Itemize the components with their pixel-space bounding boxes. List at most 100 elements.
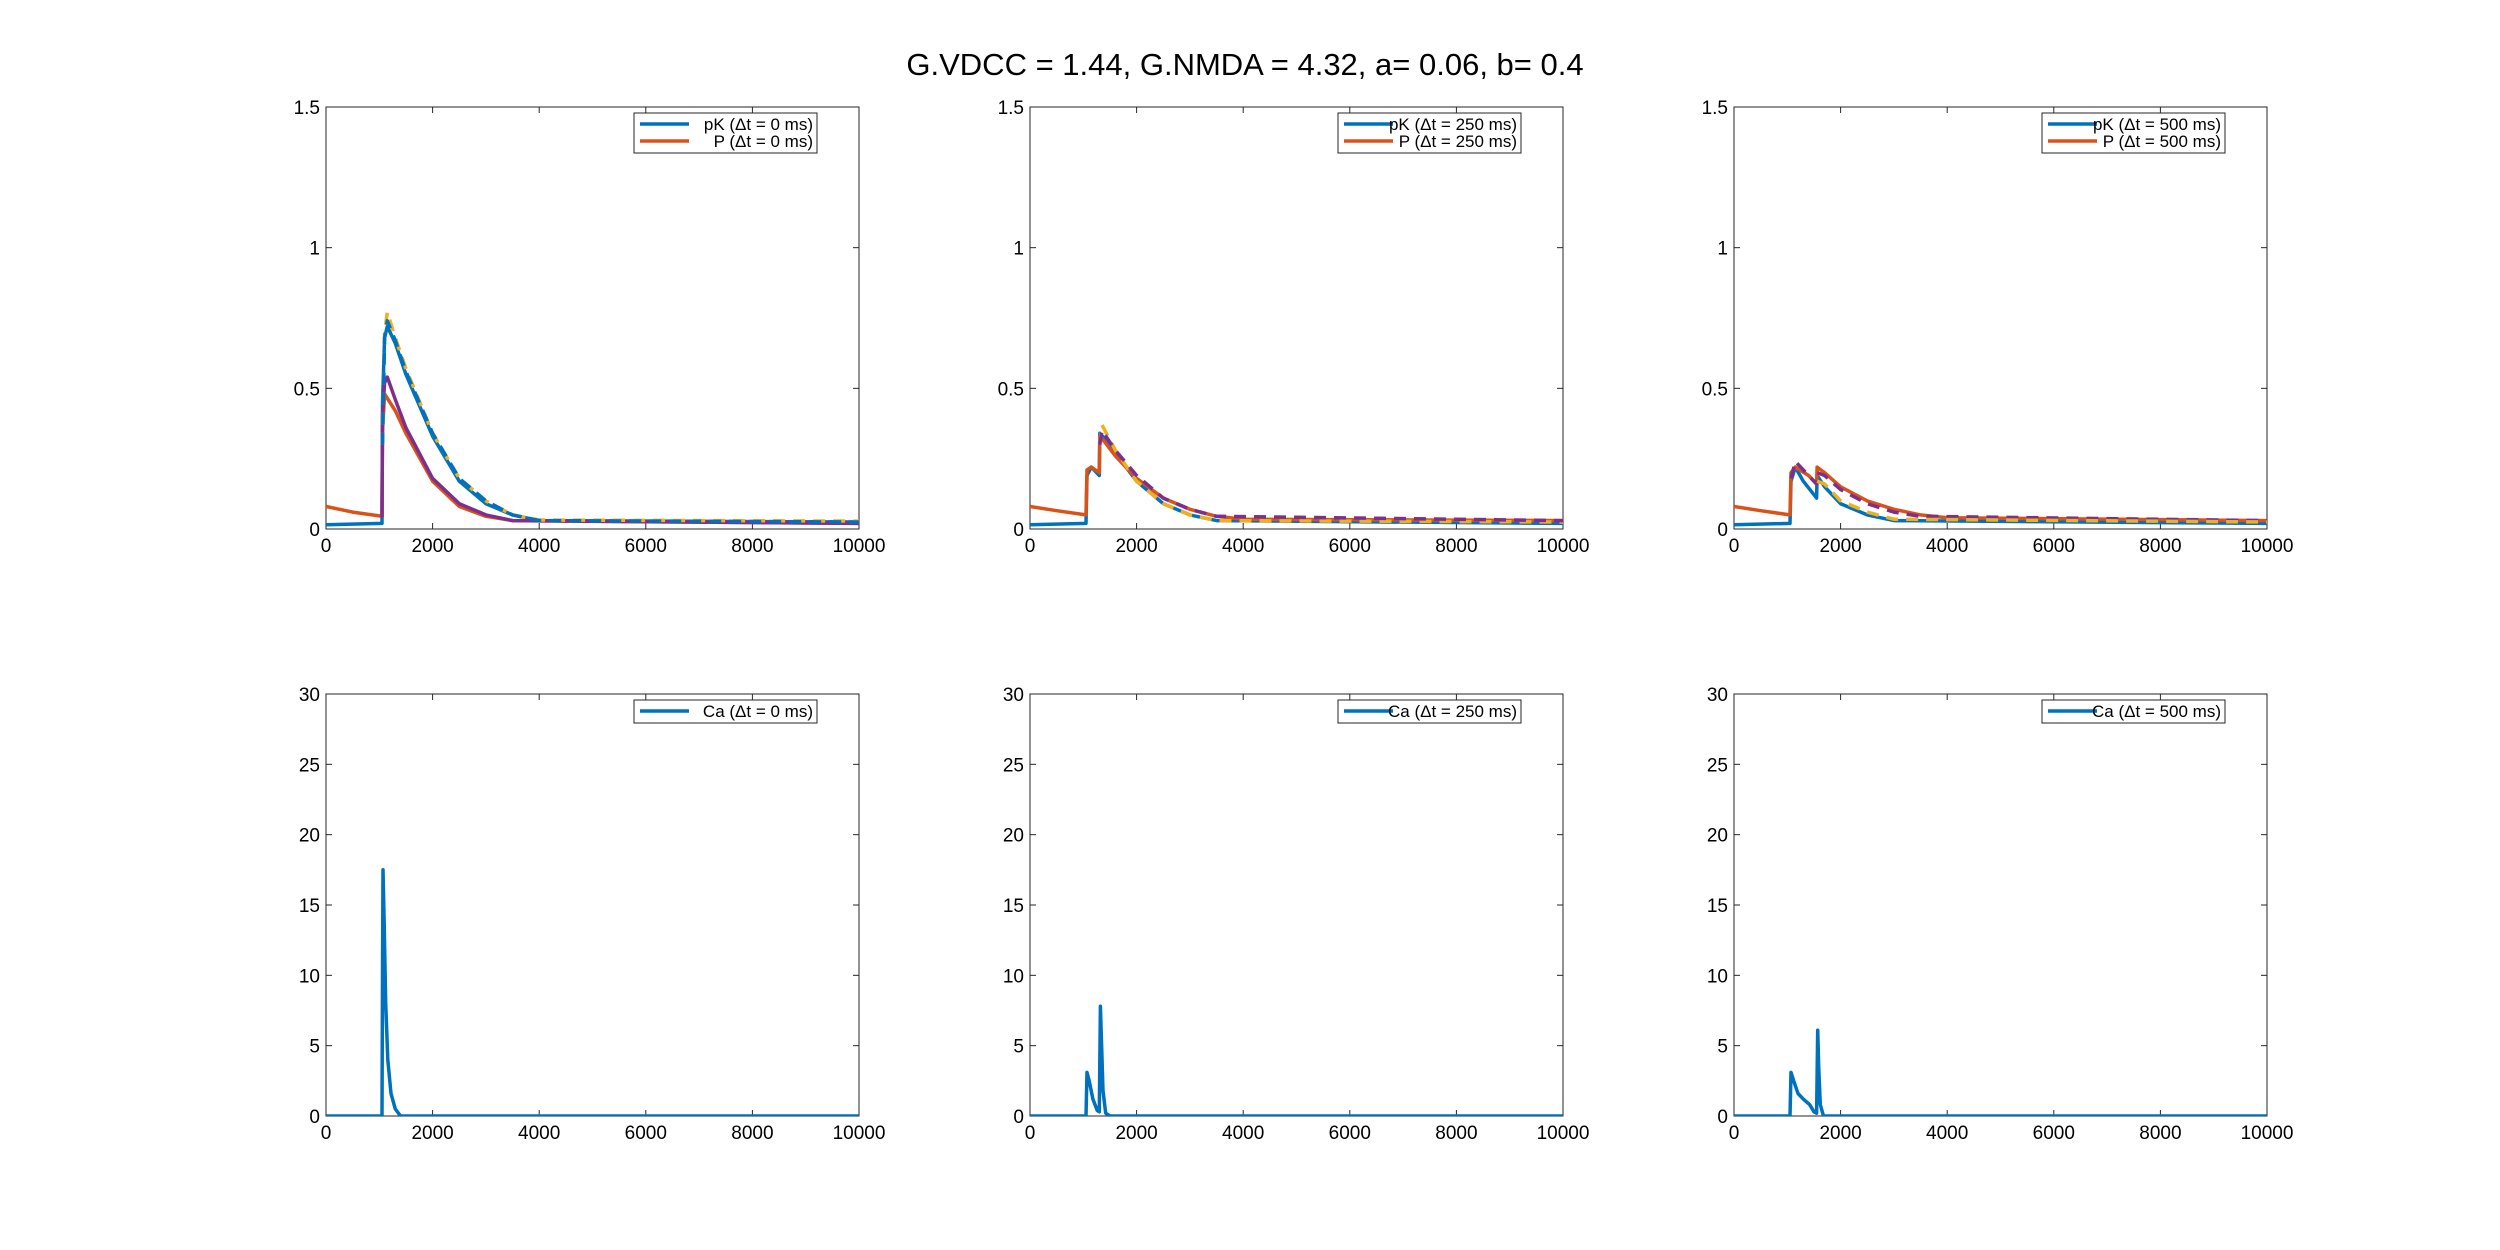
legend-box <box>1337 112 1522 154</box>
x-tick-label: 10000 <box>2241 536 2294 557</box>
y-tick-label: 30 <box>1707 685 1728 706</box>
x-tick-label: 0 <box>1025 536 1036 557</box>
legend: pK (Δt = 250 ms)P (Δt = 250 ms) <box>1337 112 1522 154</box>
y-tick-label: 1 <box>1717 239 1728 260</box>
legend-label: Ca (Δt = 500 ms) <box>2092 702 2221 721</box>
y-tick-label: 10 <box>1003 966 1024 987</box>
x-tick-label: 8000 <box>2139 536 2181 557</box>
y-tick-label: 15 <box>1003 896 1024 917</box>
x-tick-label: 0 <box>1729 1123 1740 1144</box>
y-tick-label: 1 <box>1013 239 1024 260</box>
x-tick-label: 0 <box>321 1123 332 1144</box>
chart-bottom-left: 0 2000 4000 6000 8000 10000 0 5 10 15 20 25 30 Ca (Δt… <box>299 685 886 1144</box>
series-line-purple-dashed <box>1098 428 1563 523</box>
x-tick-label: 10000 <box>1537 536 1590 557</box>
y-tick-label: 0 <box>309 1107 320 1128</box>
x-tick-label: 6000 <box>2033 1123 2075 1144</box>
legend-label: Ca (Δt = 0 ms) <box>703 702 813 721</box>
series-line-P <box>1734 465 2267 523</box>
y-tick-label: 1.5 <box>998 98 1024 119</box>
legend-box <box>633 112 818 154</box>
y-tick-label: 15 <box>1707 896 1728 917</box>
x-tick-label: 6000 <box>625 536 667 557</box>
x-tick-label: 4000 <box>1222 536 1264 557</box>
axes-box <box>325 106 860 530</box>
legend: Ca (Δt = 0 ms) <box>633 699 818 724</box>
y-tick-label: 0 <box>309 520 320 541</box>
y-tick-label: 0 <box>1717 1107 1728 1128</box>
legend-label: P (Δt = 0 ms) <box>714 132 813 151</box>
series-line-Ca <box>1030 1004 1563 1116</box>
y-tick-label: 20 <box>1003 826 1024 847</box>
x-tick-label: 8000 <box>1435 1123 1477 1144</box>
series-line-yellow-dashed <box>1816 479 2267 524</box>
y-tick-label: 5 <box>1013 1037 1024 1058</box>
series-line-Ca <box>326 868 859 1116</box>
axes-box <box>1733 693 2268 1117</box>
series-line-P <box>1030 434 1563 523</box>
y-tick-label: 0 <box>1013 1107 1024 1128</box>
y-tick-label: 0.5 <box>998 379 1024 400</box>
series-line-blue-dashed <box>380 319 859 524</box>
series-line-purple-dashed <box>1789 459 2267 523</box>
chart-bottom-right: 0 2000 4000 6000 8000 10000 0 5 10 15 20 25 30 Ca (Δt… <box>1707 685 2294 1144</box>
legend: Ca (Δt = 250 ms) <box>1337 699 1522 724</box>
legend-box <box>2041 112 2226 154</box>
x-tick-label: 2000 <box>1115 1123 1157 1144</box>
x-tick-label: 8000 <box>1435 536 1477 557</box>
y-tick-label: 1.5 <box>1702 98 1728 119</box>
y-tick-label: 0.5 <box>1702 379 1728 400</box>
axes-box <box>1029 693 1564 1117</box>
y-tick-label: 10 <box>299 966 320 987</box>
legend-box <box>2041 699 2226 724</box>
legend-label: P (Δt = 250 ms) <box>1399 132 1517 151</box>
x-tick-label: 2000 <box>411 1123 453 1144</box>
y-tick-label: 5 <box>1717 1037 1728 1058</box>
x-tick-label: 8000 <box>731 1123 773 1144</box>
x-tick-label: 10000 <box>2241 1123 2294 1144</box>
chart-top-middle: 0 2000 4000 6000 8000 10000 0 0.5 1 1.5 pK (Δt = 2… <box>998 98 1590 557</box>
x-tick-label: 4000 <box>1926 1123 1968 1144</box>
legend-label: P (Δt = 500 ms) <box>2103 132 2221 151</box>
legend-label: Ca (Δt = 250 ms) <box>1388 702 1517 721</box>
y-tick-label: 5 <box>309 1037 320 1058</box>
legend: pK (Δt = 500 ms)P (Δt = 500 ms) <box>2041 112 2226 154</box>
x-tick-label: 2000 <box>411 536 453 557</box>
y-tick-label: 1 <box>309 239 320 260</box>
chart-top-right: 0 2000 4000 6000 8000 10000 0 0.5 1 1.5 pK (Δt = 5… <box>1702 98 2294 557</box>
x-tick-label: 10000 <box>833 1123 886 1144</box>
axes-box <box>1733 106 2268 530</box>
x-tick-label: 2000 <box>1115 536 1157 557</box>
y-tick-label: 25 <box>1003 755 1024 776</box>
x-tick-label: 6000 <box>625 1123 667 1144</box>
x-tick-label: 0 <box>1025 1123 1036 1144</box>
x-tick-label: 2000 <box>1819 1123 1861 1144</box>
y-tick-label: 30 <box>299 685 320 706</box>
chart-top-left: 0 2000 4000 6000 8000 10000 0 0.5 1 1.5 pK (Δt = 0… <box>294 98 886 557</box>
x-tick-label: 6000 <box>2033 536 2075 557</box>
series-line-yellow-dashed <box>1098 423 1563 524</box>
x-tick-label: 0 <box>321 536 332 557</box>
y-tick-label: 0 <box>1717 520 1728 541</box>
y-tick-label: 0.5 <box>294 379 320 400</box>
legend-label: pK (Δt = 0 ms) <box>704 115 813 134</box>
legend-label: pK (Δt = 500 ms) <box>2093 115 2221 134</box>
axes-box <box>325 693 860 1117</box>
legend: pK (Δt = 0 ms)P (Δt = 0 ms) <box>633 112 818 154</box>
axes-box <box>1029 106 1564 530</box>
series-line-Ca <box>1734 1028 2267 1116</box>
x-tick-label: 10000 <box>1537 1123 1590 1144</box>
y-tick-label: 30 <box>1003 685 1024 706</box>
x-tick-label: 4000 <box>518 536 560 557</box>
x-tick-label: 4000 <box>518 1123 560 1144</box>
x-tick-label: 6000 <box>1329 536 1371 557</box>
x-tick-label: 4000 <box>1926 536 1968 557</box>
legend-label: pK (Δt = 250 ms) <box>1389 115 1517 134</box>
y-tick-label: 20 <box>299 826 320 847</box>
x-tick-label: 8000 <box>2139 1123 2181 1144</box>
x-tick-label: 6000 <box>1329 1123 1371 1144</box>
x-tick-label: 4000 <box>1222 1123 1264 1144</box>
legend-box <box>1337 699 1522 724</box>
y-tick-label: 10 <box>1707 966 1728 987</box>
